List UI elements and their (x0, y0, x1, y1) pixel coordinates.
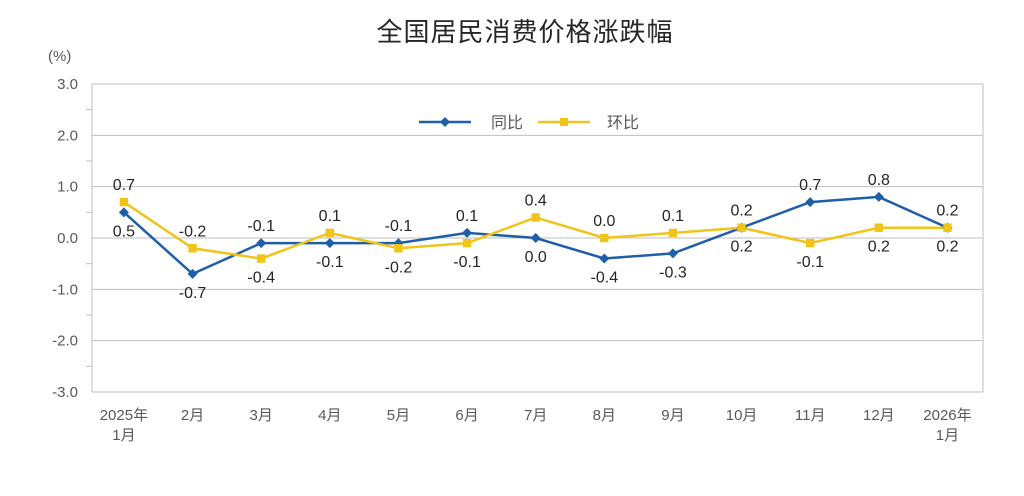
svg-text:0.0: 0.0 (57, 230, 78, 247)
svg-text:0.7: 0.7 (113, 177, 135, 194)
svg-text:1.0: 1.0 (57, 179, 78, 196)
svg-text:9月: 9月 (661, 407, 684, 424)
svg-text:-0.7: -0.7 (179, 285, 207, 302)
svg-text:-3.0: -3.0 (52, 384, 78, 401)
svg-text:-0.3: -0.3 (659, 264, 687, 281)
svg-text:0.8: 0.8 (868, 172, 890, 189)
svg-text:2.0: 2.0 (57, 127, 78, 144)
svg-text:4月: 4月 (318, 407, 341, 424)
svg-text:-0.2: -0.2 (385, 259, 413, 276)
svg-text:0.5: 0.5 (113, 223, 135, 240)
svg-text:0.1: 0.1 (319, 208, 341, 225)
svg-text:环比: 环比 (607, 114, 639, 132)
svg-text:-0.1: -0.1 (385, 218, 413, 235)
svg-text:-2.0: -2.0 (52, 333, 78, 350)
svg-text:0.2: 0.2 (730, 203, 752, 220)
svg-text:0.7: 0.7 (799, 177, 821, 194)
svg-text:同比: 同比 (491, 114, 523, 132)
svg-text:0.0: 0.0 (525, 249, 547, 266)
svg-text:8月: 8月 (593, 407, 616, 424)
svg-text:6月: 6月 (455, 407, 478, 424)
svg-text:-0.2: -0.2 (179, 223, 207, 240)
svg-text:0.1: 0.1 (456, 208, 478, 225)
svg-text:-1.0: -1.0 (52, 281, 78, 298)
svg-text:-0.4: -0.4 (247, 270, 275, 287)
svg-text:0.1: 0.1 (662, 208, 684, 225)
svg-text:5月: 5月 (387, 407, 410, 424)
svg-text:0.2: 0.2 (936, 239, 958, 256)
svg-text:0.0: 0.0 (593, 213, 615, 230)
svg-text:-0.1: -0.1 (453, 254, 481, 271)
svg-text:3.0: 3.0 (57, 76, 78, 93)
svg-text:0.2: 0.2 (868, 239, 890, 256)
svg-text:-0.1: -0.1 (247, 218, 275, 235)
svg-text:0.2: 0.2 (730, 239, 752, 256)
svg-text:-0.1: -0.1 (796, 254, 824, 271)
svg-text:1月: 1月 (936, 427, 959, 444)
svg-text:3月: 3月 (250, 407, 273, 424)
svg-text:2025年: 2025年 (100, 407, 148, 424)
svg-text:-0.1: -0.1 (316, 254, 344, 271)
svg-text:0.4: 0.4 (525, 192, 547, 209)
svg-text:1月: 1月 (112, 427, 135, 444)
svg-text:11月: 11月 (795, 407, 826, 424)
svg-text:-0.4: -0.4 (591, 270, 619, 287)
svg-text:12月: 12月 (863, 407, 895, 424)
svg-text:2026年: 2026年 (923, 407, 971, 424)
svg-text:7月: 7月 (524, 407, 547, 424)
svg-text:10月: 10月 (726, 407, 758, 424)
svg-text:2月: 2月 (181, 407, 204, 424)
svg-text:0.2: 0.2 (936, 203, 958, 220)
